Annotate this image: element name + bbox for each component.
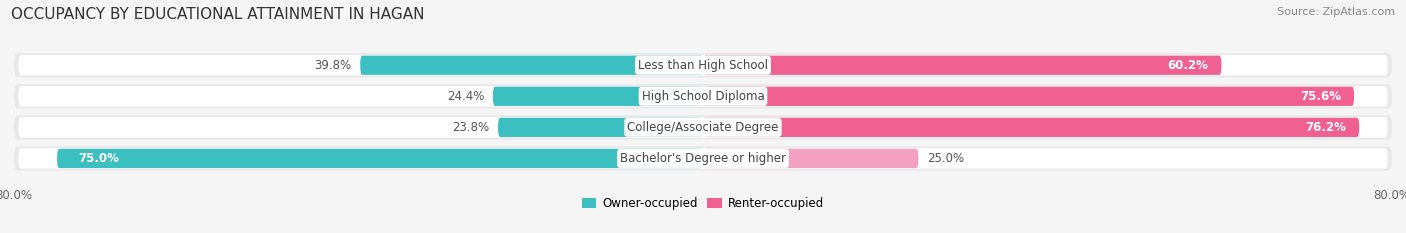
FancyBboxPatch shape [494,87,703,106]
FancyBboxPatch shape [498,118,703,137]
Text: 39.8%: 39.8% [315,59,352,72]
Text: OCCUPANCY BY EDUCATIONAL ATTAINMENT IN HAGAN: OCCUPANCY BY EDUCATIONAL ATTAINMENT IN H… [11,7,425,22]
Text: High School Diploma: High School Diploma [641,90,765,103]
Text: College/Associate Degree: College/Associate Degree [627,121,779,134]
FancyBboxPatch shape [18,55,1388,75]
Text: 25.0%: 25.0% [927,152,965,165]
FancyBboxPatch shape [703,56,1222,75]
Text: Less than High School: Less than High School [638,59,768,72]
Legend: Owner-occupied, Renter-occupied: Owner-occupied, Renter-occupied [578,192,828,215]
Text: Bachelor's Degree or higher: Bachelor's Degree or higher [620,152,786,165]
FancyBboxPatch shape [14,146,1392,171]
FancyBboxPatch shape [360,56,703,75]
FancyBboxPatch shape [18,117,1388,138]
FancyBboxPatch shape [703,118,1360,137]
Text: 75.6%: 75.6% [1301,90,1341,103]
FancyBboxPatch shape [703,87,1354,106]
FancyBboxPatch shape [18,86,1388,106]
Text: 76.2%: 76.2% [1305,121,1347,134]
FancyBboxPatch shape [58,149,703,168]
FancyBboxPatch shape [14,84,1392,108]
Text: 24.4%: 24.4% [447,90,484,103]
FancyBboxPatch shape [18,148,1388,169]
Text: 60.2%: 60.2% [1167,59,1209,72]
Text: 23.8%: 23.8% [453,121,489,134]
FancyBboxPatch shape [14,53,1392,77]
Text: Source: ZipAtlas.com: Source: ZipAtlas.com [1277,7,1395,17]
Text: 75.0%: 75.0% [79,152,120,165]
FancyBboxPatch shape [14,115,1392,140]
FancyBboxPatch shape [703,149,918,168]
